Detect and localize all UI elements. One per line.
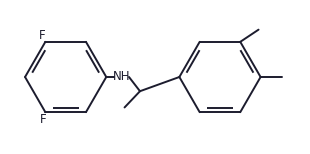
Text: NH: NH [113,71,131,83]
Text: F: F [39,29,46,42]
Text: F: F [40,113,46,126]
